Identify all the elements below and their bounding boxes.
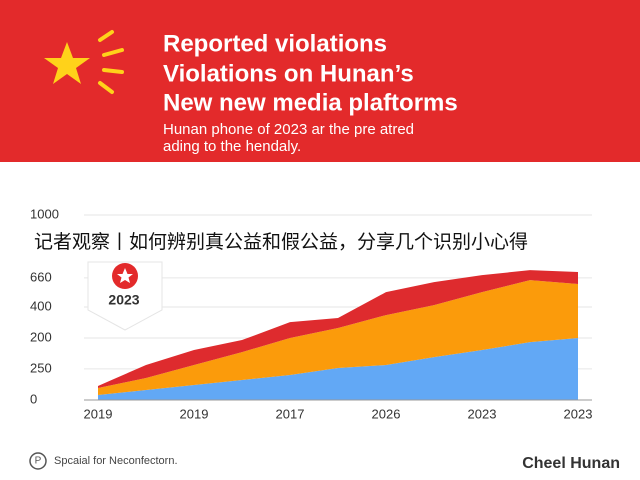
y-tick-label: 200 xyxy=(30,329,52,344)
x-tick-label: 2026 xyxy=(372,406,401,421)
star-icon xyxy=(44,42,90,84)
area xyxy=(98,280,578,396)
area xyxy=(98,338,578,400)
overlay-backdrop xyxy=(30,229,610,257)
title-line: Reported violations xyxy=(163,30,387,57)
overlay-text: 记者观察丨如何辨别真公益和假公益，分享几个识别小心得 xyxy=(34,231,528,253)
star-rays xyxy=(98,30,124,94)
y-tick-label: 1000 xyxy=(30,206,59,221)
title-line: Violations on Hunan’s xyxy=(163,60,414,87)
x-tick-label: 2019 xyxy=(84,406,113,421)
y-tick-label: 0 xyxy=(30,391,37,406)
footer-left: Spcaial for Neconfectorn. xyxy=(54,455,178,467)
header-band xyxy=(0,0,640,162)
x-tick-label: 2023 xyxy=(468,406,497,421)
badge-shape xyxy=(87,261,163,331)
footer-right: Cheel Hunan xyxy=(522,455,620,472)
footer-icon xyxy=(29,452,47,470)
badge: 2023 xyxy=(87,261,163,331)
subtitle-line: Hunan phone of 2023 ar the pre atred xyxy=(163,121,414,138)
title-line: New new media plaftorms xyxy=(163,89,458,116)
x-tick-label: 2017 xyxy=(276,406,305,421)
subtitle-line: ading to the hendaly. xyxy=(163,138,301,155)
chart: 0 250 200 400 660 1000 2019 2019 2017 2026 2023 202… xyxy=(30,206,592,421)
y-tick-label: 660 xyxy=(30,269,52,284)
y-tick-label: 400 xyxy=(30,298,52,313)
footer-icon-letter: P xyxy=(35,456,42,467)
title: Reported violations Violations on Hunan’… xyxy=(163,30,458,116)
badge-star xyxy=(117,268,133,283)
x-tick-label: 2023 xyxy=(564,406,593,421)
badge-label: 2023 xyxy=(108,292,139,308)
y-tick-label: 250 xyxy=(30,360,52,375)
x-tick-label: 2019 xyxy=(180,406,209,421)
area xyxy=(98,270,578,388)
